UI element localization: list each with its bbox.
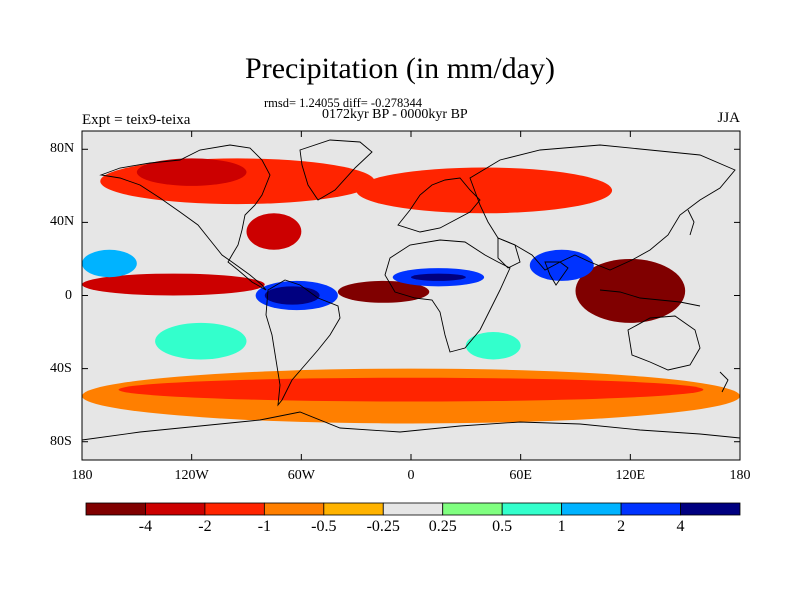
- lon-label: 60E: [509, 468, 532, 483]
- colorbar-label: -2: [198, 518, 212, 535]
- colorbar-label: 1: [557, 518, 566, 535]
- colorbar-label: 4: [676, 518, 685, 535]
- colorbar-swatch: [263, 502, 325, 516]
- lon-label: 120E: [615, 468, 646, 483]
- anomaly-region-13: [529, 249, 594, 281]
- lat-label: 0: [65, 287, 72, 303]
- stats-text: rmsd= 1.24055 diff= -0.278344: [264, 96, 422, 110]
- colorbar-label: -0.5: [311, 518, 337, 535]
- precipitation-field: [82, 131, 740, 460]
- lon-label: 0: [407, 468, 415, 483]
- colorbar-swatch: [145, 502, 206, 516]
- colorbar-swatch: [620, 502, 681, 516]
- colorbar-label: 0.25: [428, 518, 457, 535]
- colorbar-swatch: [680, 502, 741, 516]
- anomaly-region-6: [337, 280, 430, 303]
- colorbar: [85, 502, 741, 516]
- colorbar-label: 2: [617, 518, 626, 535]
- period-subtitle: 0172kyr BP - 0000kyr BP: [322, 107, 468, 122]
- lat-label: 40N: [50, 214, 75, 230]
- axis-ticks: [81, 131, 741, 460]
- lat-label: 40S: [50, 360, 72, 376]
- lon-label: 180: [729, 468, 751, 483]
- lat-label: 80N: [50, 141, 75, 157]
- season-label: JJA: [717, 110, 740, 126]
- anomaly-region-15: [155, 322, 247, 360]
- colorbar-swatch: [382, 502, 444, 516]
- lat-label: 80S: [50, 433, 72, 449]
- anomaly-region-8: [246, 213, 302, 250]
- anomaly-region-14: [82, 249, 137, 278]
- experiment-label: Expt = teix9-teixa: [82, 112, 191, 128]
- lon-label: 180: [71, 468, 93, 483]
- anomaly-region-10: [264, 286, 320, 305]
- coastlines: [82, 139, 740, 441]
- colorbar-swatch: [204, 502, 265, 516]
- lon-label: 60W: [287, 468, 315, 483]
- anomaly-region-7: [575, 258, 686, 323]
- colorbar-label: -0.25: [366, 518, 400, 535]
- colorbar-label: -4: [138, 518, 153, 535]
- colorbar-swatch: [501, 502, 563, 516]
- colorbar-label: 0.5: [492, 518, 513, 535]
- colorbar-swatch: [442, 502, 503, 516]
- colorbar-label: -1: [257, 518, 272, 535]
- anomaly-region-1: [118, 377, 704, 402]
- anomaly-region-4: [356, 167, 613, 214]
- anomaly-region-16: [465, 332, 521, 360]
- anomaly-region-5: [82, 273, 265, 296]
- lon-label: 120W: [174, 468, 209, 483]
- colorbar-swatch: [561, 502, 622, 516]
- colorbar-swatch: [85, 502, 146, 516]
- colorbar-swatch: [323, 502, 384, 516]
- anomaly-region-12: [411, 273, 466, 281]
- anomaly-region-3: [136, 158, 247, 186]
- plot-title: Precipitation (in mm/day): [245, 52, 555, 85]
